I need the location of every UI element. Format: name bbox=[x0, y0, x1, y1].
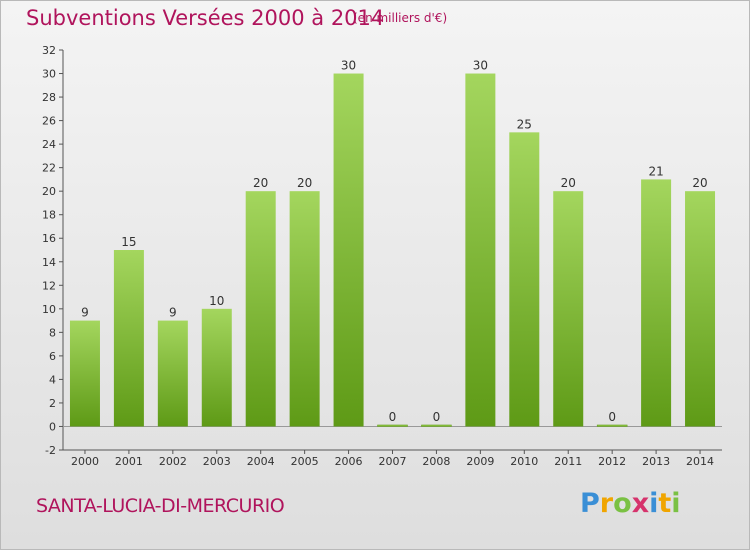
y-tick-label: 0 bbox=[49, 420, 56, 433]
x-tick-label: 2011 bbox=[554, 455, 582, 468]
brand-letter: r bbox=[599, 488, 614, 519]
bar bbox=[553, 191, 584, 427]
value-label: 20 bbox=[692, 176, 707, 190]
bar bbox=[245, 191, 276, 427]
x-axis: 2000 2001 2002 2003 2004 2005 2006 2007 2008 2009… bbox=[63, 425, 722, 468]
x-tick-label: 2002 bbox=[159, 455, 187, 468]
y-tick-label: 4 bbox=[49, 373, 56, 386]
value-label: 21 bbox=[648, 164, 663, 178]
bar bbox=[509, 132, 540, 427]
value-label: 20 bbox=[561, 176, 576, 190]
x-tick-label: 2008 bbox=[422, 455, 450, 468]
y-tick-label: 30 bbox=[42, 68, 56, 81]
value-label: 10 bbox=[209, 294, 224, 308]
y-tick-label: 16 bbox=[42, 232, 56, 245]
bar bbox=[69, 320, 100, 427]
x-tick-label: 2001 bbox=[115, 455, 143, 468]
value-label: 9 bbox=[169, 306, 177, 320]
y-tick-label: 6 bbox=[49, 350, 56, 363]
brand-letter: i bbox=[671, 488, 681, 519]
bar bbox=[157, 320, 188, 427]
bar bbox=[596, 424, 628, 427]
value-labels: 9 15 9 10 20 20 30 0 0 30 25 20 0 21 20 bbox=[81, 59, 708, 424]
brand-letter: o bbox=[613, 488, 632, 519]
brand-letter: i bbox=[649, 488, 659, 519]
value-label: 0 bbox=[433, 410, 441, 424]
y-tick-label: 2 bbox=[49, 397, 56, 410]
bar bbox=[685, 191, 716, 427]
y-tick-label: -2 bbox=[45, 444, 56, 457]
x-tick-label: 2013 bbox=[642, 455, 670, 468]
x-tick-label: 2007 bbox=[379, 455, 407, 468]
bar bbox=[465, 73, 496, 427]
x-tick-label: 2014 bbox=[686, 455, 714, 468]
value-label: 15 bbox=[121, 235, 136, 249]
unit-note: (en milliers d'€) bbox=[353, 11, 448, 25]
x-tick-label: 2000 bbox=[71, 455, 99, 468]
y-tick-label: 10 bbox=[42, 303, 56, 316]
chart-title: Subventions Versées 2000 à 2014 bbox=[26, 6, 385, 30]
place-name: SANTA-LUCIA-DI-MERCURIO bbox=[36, 495, 285, 517]
brand-letter: P bbox=[580, 488, 600, 519]
y-tick-label: 20 bbox=[42, 185, 56, 198]
y-tick-label: 12 bbox=[42, 279, 56, 292]
bar bbox=[421, 424, 452, 427]
y-tick-label: 8 bbox=[49, 326, 56, 339]
bar bbox=[641, 179, 672, 427]
bar bbox=[377, 424, 408, 427]
bars bbox=[69, 73, 716, 427]
bar bbox=[333, 73, 364, 427]
x-tick-label: 2004 bbox=[247, 455, 275, 468]
y-tick-label: 18 bbox=[42, 209, 56, 222]
y-tick-label: 22 bbox=[42, 162, 56, 175]
x-tick-label: 2010 bbox=[510, 455, 538, 468]
bar bbox=[201, 308, 232, 427]
brand-letter: x bbox=[631, 488, 650, 519]
x-tick-label: 2012 bbox=[598, 455, 626, 468]
y-tick-label: 28 bbox=[42, 91, 56, 104]
value-label: 30 bbox=[473, 59, 488, 73]
x-tick-label: 2003 bbox=[203, 455, 231, 468]
brand-letter: t bbox=[658, 488, 672, 519]
y-tick-label: 32 bbox=[42, 44, 56, 57]
y-tick-label: 26 bbox=[42, 115, 56, 128]
bar bbox=[113, 250, 144, 427]
value-label: 20 bbox=[297, 176, 312, 190]
value-label: 0 bbox=[389, 410, 397, 424]
x-tick-label: 2005 bbox=[291, 455, 319, 468]
value-label: 20 bbox=[253, 176, 268, 190]
y-tick-label: 24 bbox=[42, 138, 56, 151]
y-tick-label: 14 bbox=[42, 256, 56, 269]
value-label: 9 bbox=[81, 306, 89, 320]
brand-logo: Proxiti bbox=[580, 488, 681, 519]
x-tick-label: 2006 bbox=[335, 455, 363, 468]
value-label: 25 bbox=[517, 117, 532, 131]
bar bbox=[289, 191, 320, 427]
value-label: 0 bbox=[608, 410, 616, 424]
value-label: 30 bbox=[341, 59, 356, 73]
x-tick-label: 2009 bbox=[466, 455, 494, 468]
